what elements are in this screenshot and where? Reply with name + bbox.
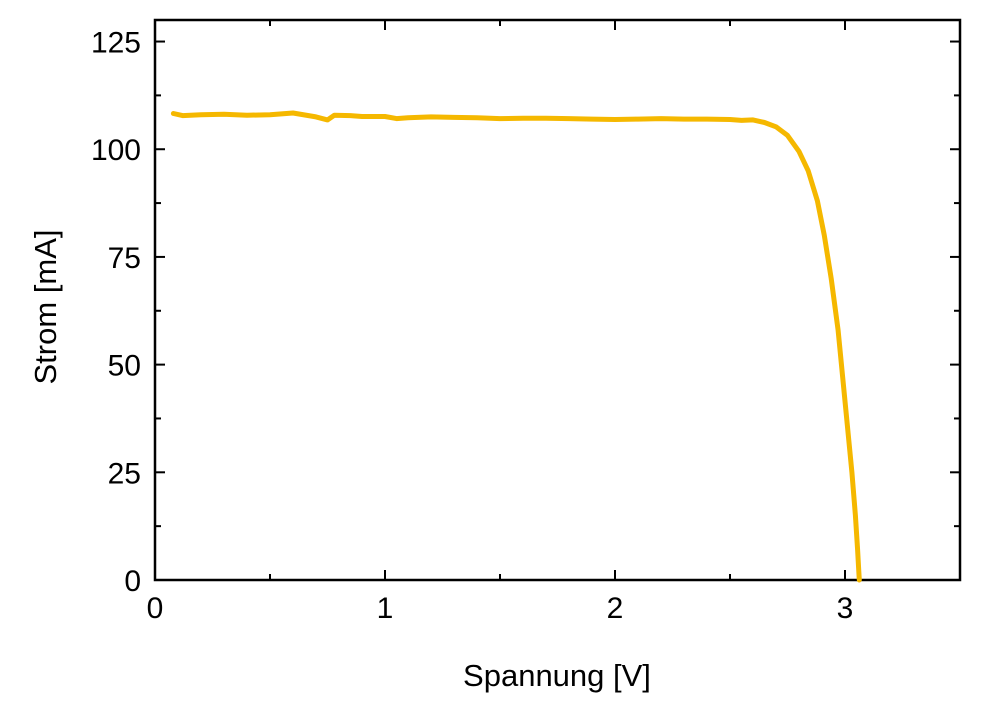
ticks-layer: 0 1 2 3 0 25 50 75 100 125: [91, 20, 960, 625]
y-tick-label: 0: [124, 565, 141, 598]
y-tick-label: 50: [108, 350, 141, 383]
plot-frame: [153, 18, 962, 582]
x-tick-label: 3: [837, 592, 854, 625]
x-tick-label: 2: [607, 592, 624, 625]
y-tick-label: 100: [91, 134, 141, 167]
y-tick-label: 125: [91, 27, 141, 60]
y-tick-label: 75: [108, 242, 141, 275]
series-layer: [170, 110, 862, 583]
x-axis-title: Spannung [V]: [463, 658, 651, 693]
y-tick-label: 25: [108, 457, 141, 490]
series-line-0: [170, 110, 862, 583]
x-tick-label: 1: [377, 592, 394, 625]
x-tick-label: 0: [147, 592, 164, 625]
y-axis-title: Strom [mA]: [28, 229, 63, 384]
